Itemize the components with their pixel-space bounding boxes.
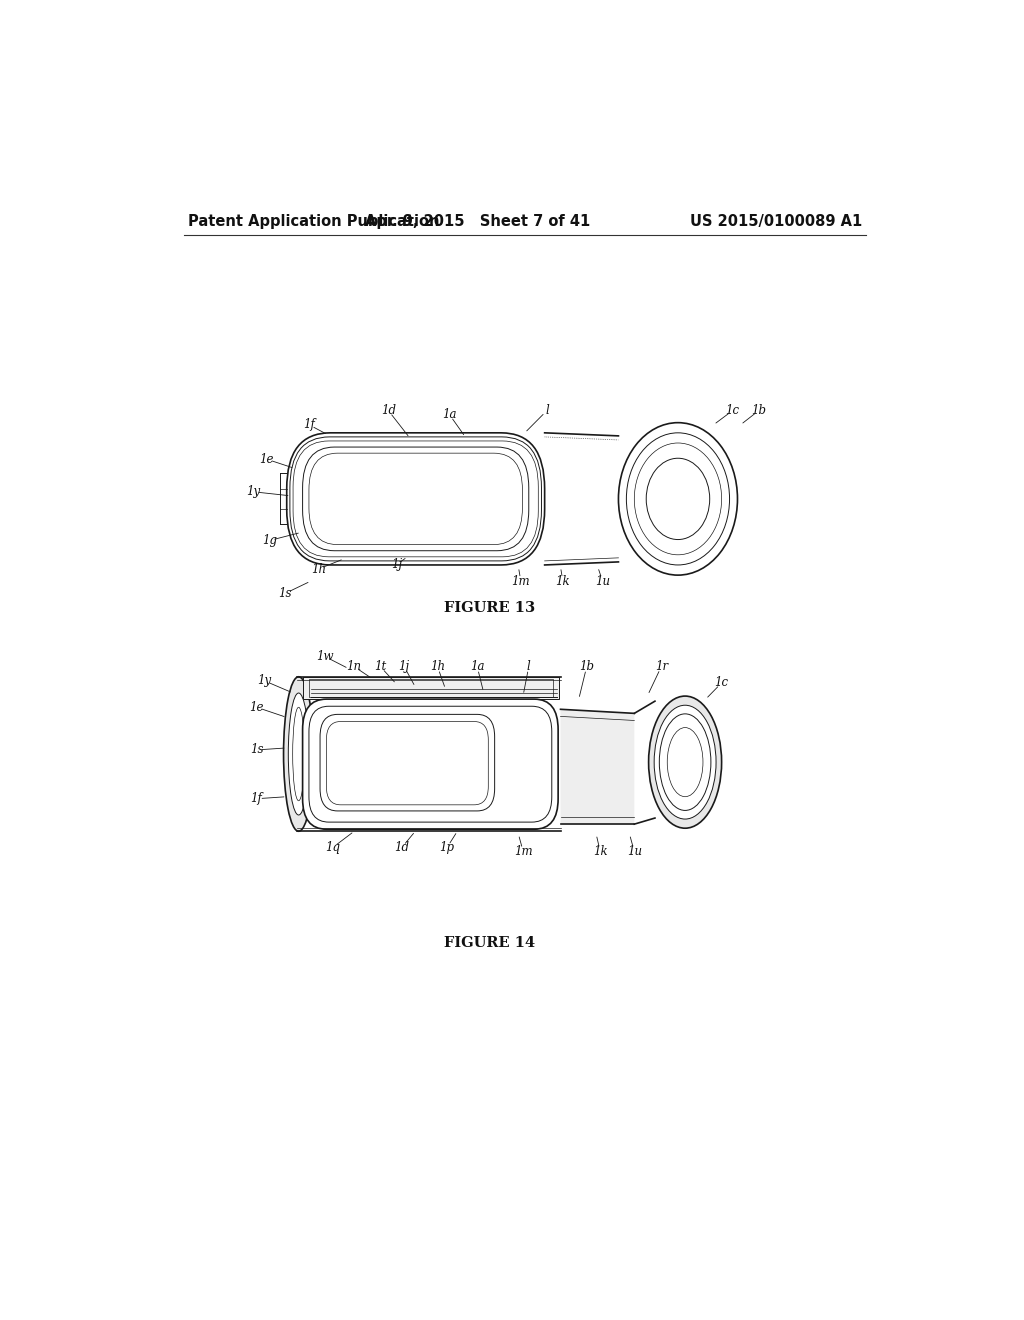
Text: 1w: 1w [316, 649, 334, 663]
Text: 1c: 1c [715, 676, 729, 689]
Text: 1g: 1g [262, 535, 276, 546]
Text: 1m: 1m [512, 574, 530, 587]
Ellipse shape [289, 693, 309, 814]
Text: 1d: 1d [381, 404, 396, 417]
Text: 1h: 1h [430, 660, 445, 673]
Text: 1q: 1q [326, 841, 340, 854]
Ellipse shape [648, 696, 722, 828]
Text: 1h: 1h [311, 562, 326, 576]
Text: 1u: 1u [627, 845, 642, 858]
Text: 1b: 1b [580, 660, 594, 673]
Text: 1u: 1u [595, 574, 610, 587]
Ellipse shape [659, 714, 711, 810]
Text: 1y: 1y [247, 486, 260, 498]
Text: 1m: 1m [514, 845, 532, 858]
Ellipse shape [284, 677, 313, 832]
Text: 1y: 1y [257, 675, 271, 688]
Text: 1f: 1f [251, 792, 262, 805]
Text: 1n: 1n [346, 660, 361, 673]
Text: Patent Application Publication: Patent Application Publication [187, 214, 439, 230]
Text: 1d: 1d [394, 841, 410, 854]
Text: 1j: 1j [398, 660, 410, 673]
Text: 1b: 1b [752, 404, 766, 417]
Text: 1r: 1r [654, 660, 668, 673]
Text: 1a: 1a [442, 408, 457, 421]
Text: 1s: 1s [250, 743, 263, 756]
Polygon shape [303, 677, 559, 700]
Ellipse shape [293, 708, 304, 801]
Text: l: l [545, 404, 549, 417]
Text: 1f: 1f [303, 418, 314, 432]
Text: US 2015/0100089 A1: US 2015/0100089 A1 [690, 214, 862, 230]
Text: l: l [527, 660, 530, 673]
Text: 1e: 1e [249, 701, 264, 714]
Text: Apr. 9, 2015   Sheet 7 of 41: Apr. 9, 2015 Sheet 7 of 41 [365, 214, 590, 230]
Text: 1e: 1e [260, 453, 274, 466]
FancyBboxPatch shape [321, 714, 495, 810]
FancyBboxPatch shape [287, 433, 545, 565]
Text: 1j: 1j [391, 558, 401, 572]
Ellipse shape [668, 727, 702, 797]
Text: 1c: 1c [726, 404, 739, 417]
FancyBboxPatch shape [327, 722, 488, 805]
Polygon shape [560, 709, 634, 824]
Text: 1t: 1t [374, 660, 386, 673]
Text: 1k: 1k [593, 845, 607, 858]
Text: 1a: 1a [470, 660, 484, 673]
Text: 1k: 1k [556, 574, 570, 587]
Text: FIGURE 14: FIGURE 14 [443, 936, 535, 950]
Text: 1s: 1s [279, 587, 292, 599]
FancyBboxPatch shape [303, 700, 558, 829]
Text: FIGURE 13: FIGURE 13 [443, 601, 535, 615]
Ellipse shape [654, 705, 716, 818]
Text: 1p: 1p [439, 841, 455, 854]
